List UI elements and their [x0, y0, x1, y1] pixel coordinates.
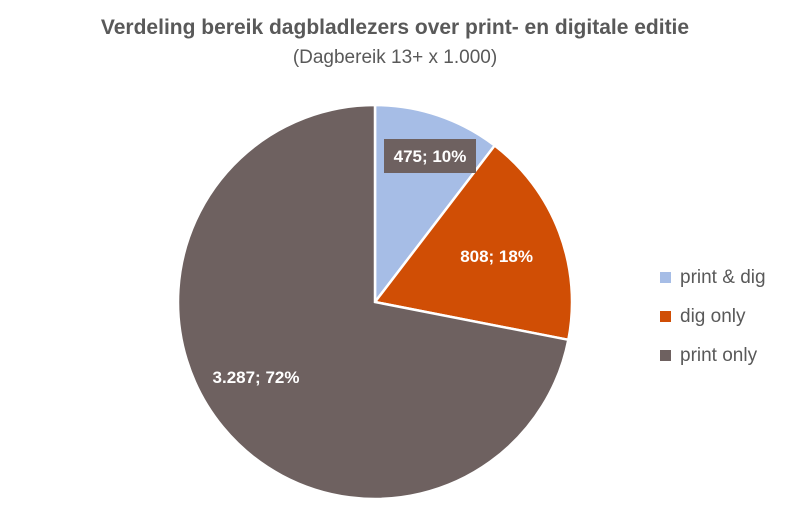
data-label-text: 475; 10%: [394, 147, 467, 166]
legend-label: print & dig: [680, 266, 766, 288]
legend-label: print only: [680, 344, 758, 366]
legend-item-print-dig: print & dig: [660, 258, 766, 297]
chart-subtitle: (Dagbereik 13+ x 1.000): [292, 47, 498, 68]
legend-item-print-only: print only: [660, 336, 766, 375]
legend-swatch: [660, 272, 671, 283]
data-label-text: 3.287; 72%: [213, 368, 300, 387]
legend-swatch: [660, 311, 671, 322]
chart-title: Verdeling bereik dagbladlezers over prin…: [100, 16, 690, 39]
data-label-background: [384, 139, 476, 173]
data-label: 475; 10%: [384, 139, 476, 173]
legend-item-dig-only: dig only: [660, 297, 766, 336]
pie-slice-print-only: [176, 103, 570, 501]
legend-swatch: [660, 350, 671, 361]
data-label-text: 808; 18%: [460, 247, 533, 266]
legend: print & dig dig only print only: [660, 258, 766, 375]
legend-label: dig only: [680, 305, 746, 327]
data-label: 3.287; 72%: [213, 368, 300, 387]
pie-slice-dig-only: [372, 143, 574, 342]
data-label: 808; 18%: [460, 247, 533, 266]
